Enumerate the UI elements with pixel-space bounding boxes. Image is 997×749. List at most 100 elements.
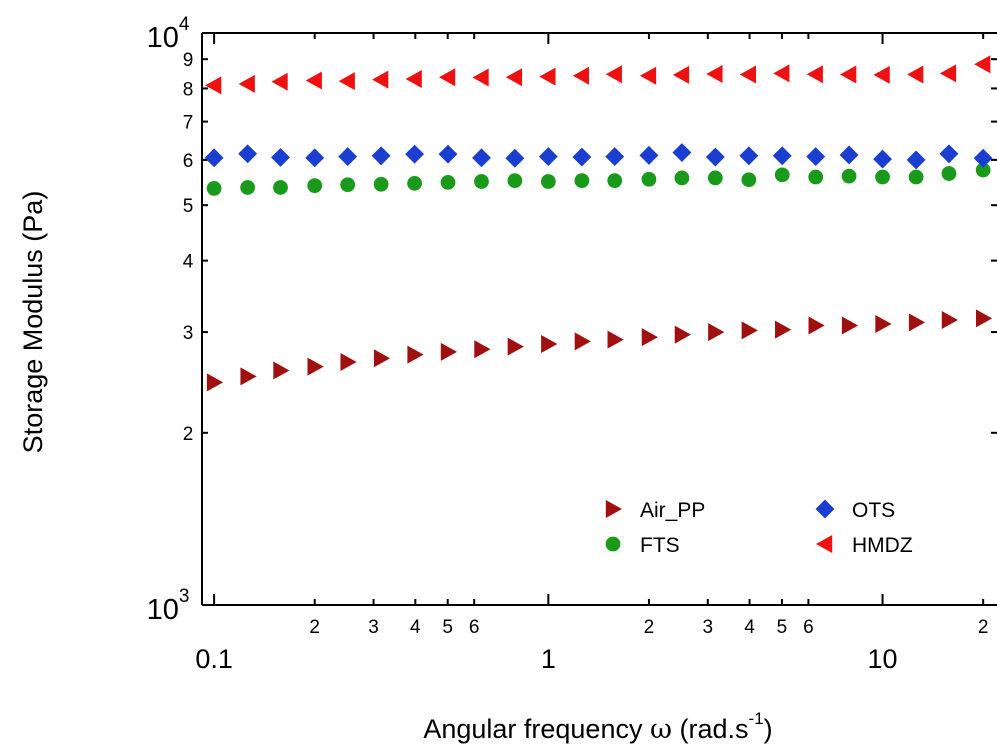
x-minor-tick-label: 2 [309,617,320,638]
legend-marker [605,536,621,552]
y-major-tick-label: 103 [147,586,190,626]
legend-label: HMDZ [852,534,913,557]
data-point [439,68,456,87]
data-point [338,72,355,91]
data-point [505,148,525,168]
y-minor-tick-label: 9 [183,50,194,71]
data-point [672,143,692,163]
x-axis-title-units-exponent: -1 [749,709,764,728]
series-hmdz [205,55,991,95]
x-axis-title-text: Angular frequency [423,714,650,744]
y-major-tick-base: 10 [147,22,179,54]
data-point [271,72,288,91]
data-point [440,175,456,190]
data-point [340,177,356,193]
data-point [641,328,658,347]
legend-marker [815,499,835,519]
data-point [873,65,890,84]
data-point [538,147,558,167]
data-point [405,69,422,88]
data-point [939,64,957,83]
x-major-tick-label: 0.1 [195,644,233,674]
data-point [607,330,624,349]
data-point [975,309,993,328]
data-point [273,180,288,195]
data-point [307,178,323,193]
data-point [373,176,389,192]
x-minor-tick-label: 2 [978,617,989,638]
data-point [672,65,690,84]
data-point [507,337,524,356]
data-point [271,147,290,167]
y-minor-tick-label: 4 [183,252,194,273]
data-point [674,170,690,186]
data-point [839,145,859,165]
data-point [974,55,991,74]
data-point [574,332,591,351]
plot-frame [201,32,997,606]
data-point [206,181,222,196]
data-point [605,65,622,84]
data-point [205,76,222,95]
data-point [440,342,458,361]
data-point [607,173,623,188]
x-minor-tick-label: 6 [803,617,814,638]
y-minor-tick-label: 2 [183,424,194,445]
data-point [841,168,857,184]
x-axis-title: Angular frequency ω (rad.s-1) [423,709,772,745]
data-point [739,146,759,166]
legend-label: Air_PP [640,499,705,522]
data-point [641,171,657,187]
data-point [906,150,926,170]
data-point [840,65,857,84]
data-point [806,65,823,84]
data-point [741,321,758,340]
data-point [572,66,590,85]
x-minor-tick-label: 3 [703,617,714,638]
data-point [238,74,255,93]
y-minor-tick-label: 6 [183,151,194,172]
data-point [808,316,825,335]
data-point [639,66,657,85]
data-point [305,71,322,90]
x-minor-tick-label: 5 [777,617,788,638]
data-point [639,145,659,165]
y-major-tick-exponent: 3 [179,586,190,607]
x-axis-title-omega: ω [650,714,672,745]
data-point [204,148,224,168]
data-point [472,68,489,87]
data-point [739,65,757,84]
y-axis-title: Storage Modulus (Pa) [18,191,48,454]
x-minor-tick-label: 4 [410,617,421,638]
legend-marker [816,535,833,553]
data-point [975,162,991,178]
y-minor-tick-label: 7 [183,113,194,134]
data-point [240,367,257,386]
data-point [774,167,790,183]
data-point [371,146,391,166]
data-point [472,148,491,168]
data-point [808,169,824,185]
y-minor-tick-label: 5 [183,196,194,217]
series-ots [204,143,993,170]
y-minor-tick-label: 8 [183,79,194,100]
data-point [706,64,723,83]
data-point [307,357,324,376]
data-point [541,334,558,353]
data-point [507,173,523,188]
data-point [407,175,422,191]
data-point [773,64,790,83]
data-point [674,325,691,344]
data-point [707,170,723,186]
data-point [373,349,391,368]
legend-label: FTS [640,534,680,557]
y-major-tick-label: 104 [147,14,190,54]
data-point [405,144,425,164]
data-point [741,172,757,188]
data-point [505,68,523,87]
data-point [705,147,725,167]
data-point [875,314,892,333]
data-point [474,340,491,359]
y-major-tick-exponent: 4 [179,14,190,35]
